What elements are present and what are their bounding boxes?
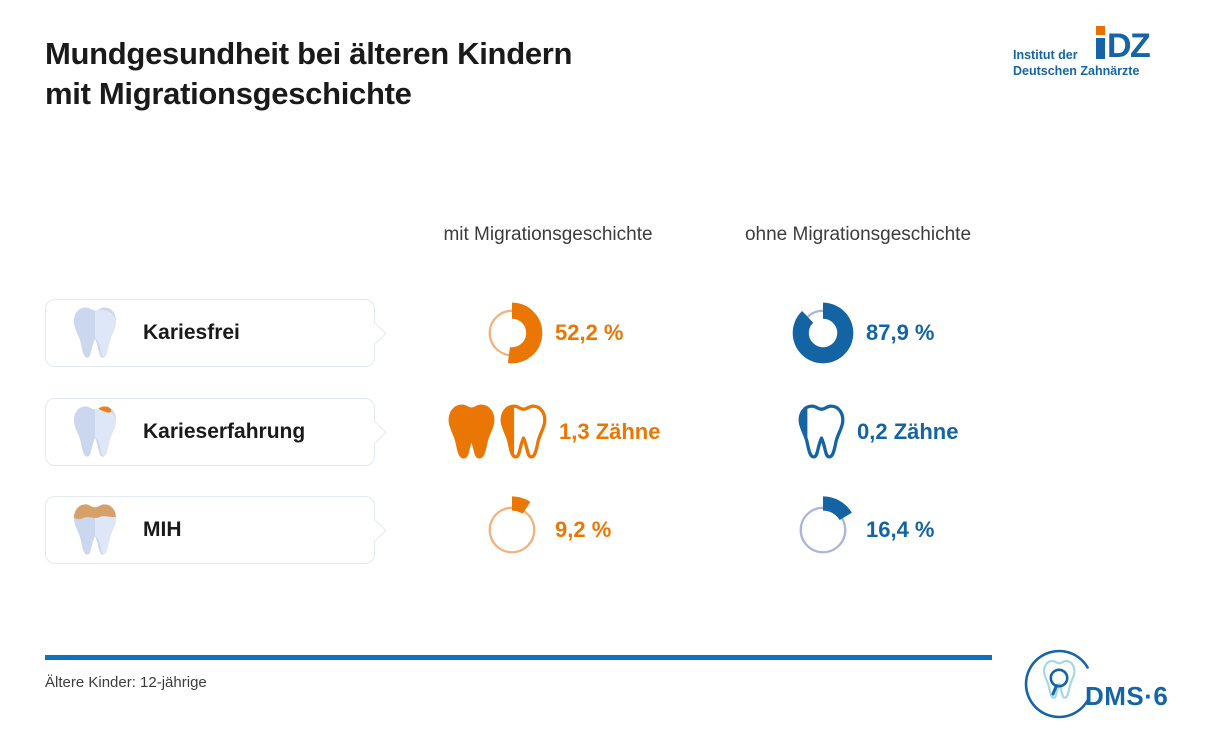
cell-karieserfahrung-mit: 1,3 Zähne (448, 398, 660, 466)
cell-mih-ohne: 16,4 % (787, 496, 935, 564)
row-card-kariesfrei: Kariesfrei (45, 299, 387, 367)
footer-accent-line (45, 655, 992, 660)
value-kariesfrei-mit: 52,2 % (555, 320, 624, 345)
cell-karieserfahrung-ohne: 0,2 Zähne (798, 398, 958, 466)
column-header-mit-migrationsgeschichte: mit Migrationsgeschichte (443, 224, 653, 245)
tooth-caries-icon (69, 404, 121, 460)
donut-chart-kariesfrei-ohne (787, 297, 859, 369)
dms6-logo-label: DMS·6 (1085, 681, 1169, 711)
card-pointer-chevron-icon (362, 320, 387, 346)
value-mih-mit: 9,2 % (555, 517, 612, 542)
row-card-mih: MIH (45, 496, 387, 564)
idz-i-stem-icon (1096, 38, 1105, 59)
cell-kariesfrei-mit: 52,2 % (476, 299, 624, 367)
tooth-mih-icon (69, 502, 121, 558)
donut-chart-mih-mit (476, 494, 548, 566)
row-card-karieserfahrung: Karieserfahrung (45, 398, 387, 466)
teeth-pictogram-karieserfahrung-mit (448, 403, 552, 461)
page-title: Mundgesundheit bei älteren Kindern mit M… (45, 34, 572, 114)
idz-logo-text: Institut der Deutschen Zahnärzte (1013, 47, 1139, 79)
idz-logo-mark: DZ (1096, 26, 1151, 65)
card-pointer-chevron-icon (362, 517, 387, 543)
column-header-ohne-migrationsgeschichte: ohne Migrationsgeschichte (744, 224, 972, 245)
cell-mih-mit: 9,2 % (476, 496, 611, 564)
teeth-pictogram-karieserfahrung-ohne (798, 403, 850, 461)
idz-dz-letters: DZ (1107, 27, 1151, 65)
idz-logo-text-line2: Deutschen Zahnärzte (1013, 64, 1140, 78)
tooth-plain-icon (69, 305, 121, 361)
idz-i-glyph-icon (1096, 26, 1105, 59)
value-karieserfahrung-ohne: 0,2 Zähne (857, 419, 959, 444)
value-karieserfahrung-mit: 1,3 Zähne (559, 419, 661, 444)
row-label-karieserfahrung: Karieserfahrung (143, 420, 306, 443)
row-label-kariesfrei: Kariesfrei (143, 321, 240, 344)
card-pointer-chevron-icon (362, 419, 387, 445)
page-title-line2: mit Migrationsgeschichte (45, 76, 412, 111)
idz-i-dot-icon (1096, 26, 1105, 35)
footer-note: Ältere Kinder: 12-jährige (45, 674, 207, 691)
page-title-line1: Mundgesundheit bei älteren Kindern (45, 36, 573, 71)
value-kariesfrei-ohne: 87,9 % (866, 320, 935, 345)
donut-chart-mih-ohne (787, 494, 859, 566)
cell-kariesfrei-ohne: 87,9 % (787, 299, 935, 367)
idz-logo-text-line1: Institut der (1013, 48, 1078, 62)
row-label-mih: MIH (143, 518, 182, 541)
dms6-logo-mark-icon (1024, 649, 1089, 719)
donut-chart-kariesfrei-mit (476, 297, 548, 369)
value-mih-ohne: 16,4 % (866, 517, 935, 542)
dms6-logo: DMS·6 (1023, 644, 1168, 728)
